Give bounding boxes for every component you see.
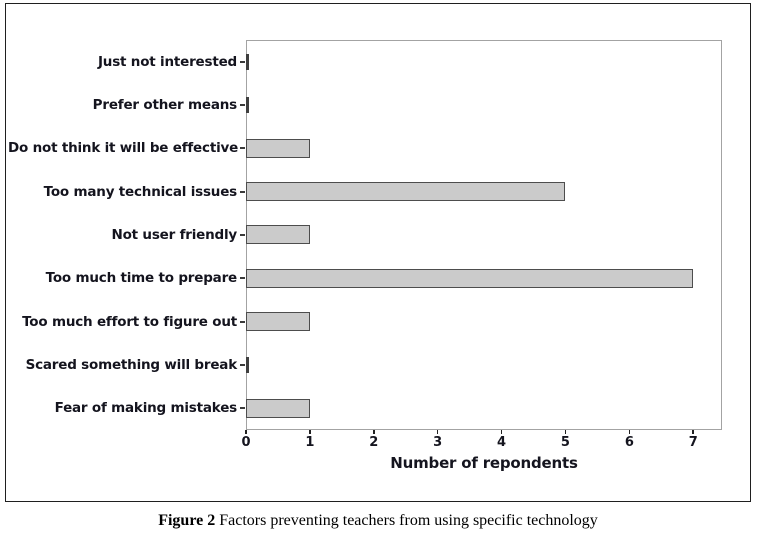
y-axis-tick bbox=[240, 233, 245, 236]
bar-row: Fear of making mistakes bbox=[8, 387, 722, 430]
x-axis-tick-label: 4 bbox=[497, 435, 507, 450]
category-label: Just not interested bbox=[97, 53, 237, 70]
category-label: Fear of making mistakes bbox=[54, 400, 238, 417]
bar bbox=[246, 356, 249, 373]
y-axis-tick bbox=[240, 320, 245, 323]
bar bbox=[246, 398, 310, 418]
bar bbox=[246, 96, 249, 113]
bar-row: Too many technical issues bbox=[8, 170, 722, 213]
category-label: Prefer other means bbox=[92, 96, 238, 113]
figure-caption: Figure 2 Factors preventing teachers fro… bbox=[5, 512, 751, 530]
category-label: Too many technical issues bbox=[43, 183, 238, 200]
bar bbox=[246, 312, 310, 332]
x-axis-tick-mark bbox=[373, 430, 375, 434]
x-axis-tick-label: 2 bbox=[369, 435, 379, 450]
category-label: Too much effort to figure out bbox=[22, 313, 237, 330]
x-axis-tick-label: 6 bbox=[624, 435, 634, 450]
bar-row: Just not interested bbox=[8, 40, 722, 83]
figure-caption-text: Factors preventing teachers from using s… bbox=[215, 512, 598, 529]
x-axis-tick-label: 3 bbox=[433, 435, 443, 450]
x-axis-tick-mark bbox=[436, 430, 439, 434]
category-label: Do not think it will be effective bbox=[8, 140, 239, 157]
x-axis-tick-label: 7 bbox=[688, 435, 698, 450]
y-axis-tick bbox=[240, 103, 245, 106]
category-label: Too much time to prepare bbox=[45, 270, 238, 287]
figure-border-box: Just not interested Prefer other means Do … bbox=[5, 3, 751, 502]
x-axis-tick-label: 1 bbox=[305, 435, 315, 450]
x-axis-tick-mark bbox=[309, 430, 311, 434]
x-axis-tick-mark bbox=[564, 430, 567, 434]
x-axis-tick-mark bbox=[692, 430, 694, 434]
x-axis-tick-mark bbox=[245, 430, 247, 434]
category-label: Not user friendly bbox=[111, 226, 237, 243]
y-axis-tick bbox=[240, 363, 245, 366]
bar bbox=[246, 182, 566, 202]
bar-row: Do not think it will be effective bbox=[8, 127, 722, 170]
x-axis-tick-mark bbox=[628, 430, 631, 434]
bar bbox=[246, 53, 249, 70]
bar bbox=[246, 225, 310, 245]
y-axis-tick bbox=[240, 190, 245, 193]
y-axis-tick bbox=[240, 407, 245, 410]
bar bbox=[246, 268, 694, 288]
bar-chart: Just not interested Prefer other means Do … bbox=[8, 40, 722, 500]
figure-caption-number: Figure 2 bbox=[158, 512, 216, 529]
x-axis-tick-label: 0 bbox=[241, 435, 251, 450]
y-axis-tick bbox=[240, 147, 245, 150]
plot-area bbox=[246, 40, 722, 430]
x-axis-title: Number of repondents bbox=[390, 454, 578, 472]
bar-row: Too much effort to figure out bbox=[8, 300, 722, 343]
category-label: Scared something will break bbox=[25, 356, 238, 373]
bar-row: Scared something will break bbox=[8, 343, 722, 386]
y-axis-tick bbox=[240, 60, 245, 63]
x-axis-tick-label: 5 bbox=[560, 435, 570, 450]
y-axis-tick bbox=[240, 277, 245, 280]
bar-row: Prefer other means bbox=[8, 83, 722, 126]
bar bbox=[246, 138, 310, 158]
bar-row: Too much time to prepare bbox=[8, 257, 722, 300]
bar-row: Not user friendly bbox=[8, 213, 722, 256]
x-axis-tick-mark bbox=[500, 430, 503, 434]
